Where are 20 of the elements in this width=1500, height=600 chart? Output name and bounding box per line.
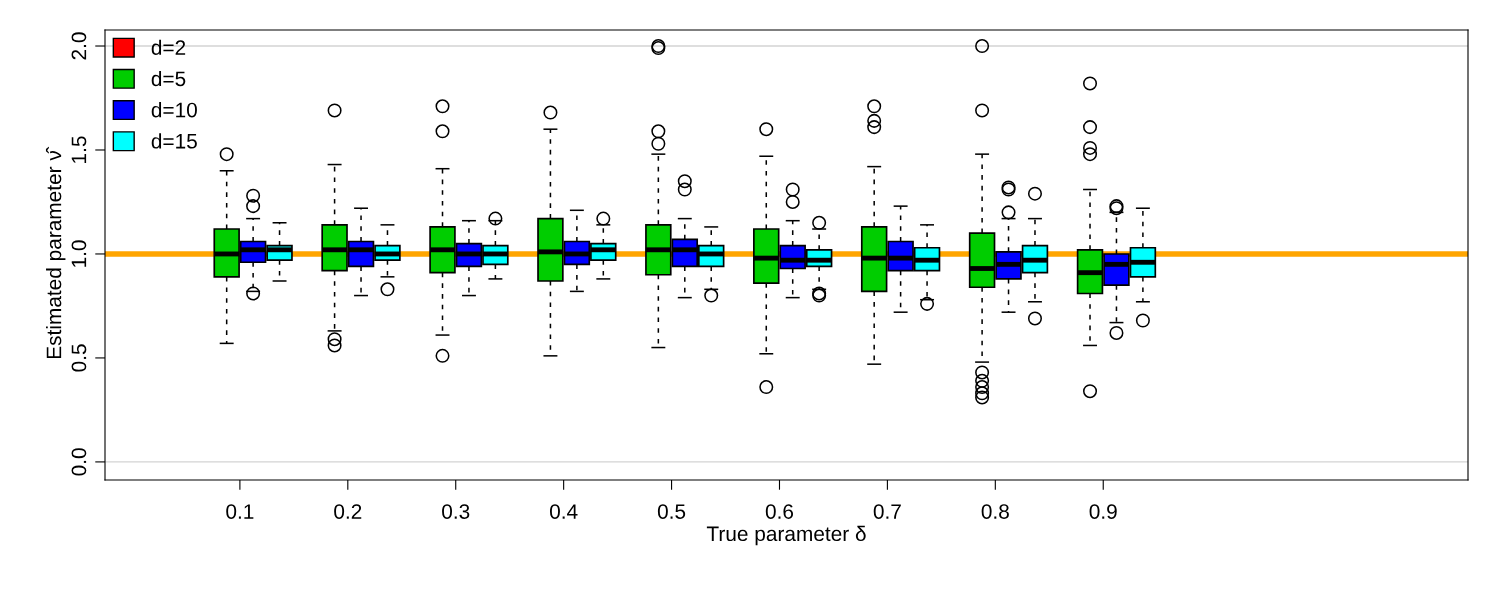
x-tick-label: 0.3 [442,504,470,519]
x-axis-title: True parameter δ [706,525,866,546]
y-tick-label: 1.0 [71,240,87,267]
x-tick-label: 0.6 [765,504,794,519]
legend-label: d=2 [151,39,186,55]
y-tick-label: 0.0 [71,448,87,476]
legend-label: d=5 [151,70,186,87]
x-tick-label: 0.2 [334,504,362,519]
y-tick-label: 1.5 [71,136,87,163]
y-axis-title: Estimated parameter ν̂ [45,146,66,359]
y-tick-label: 0.5 [71,344,87,372]
x-tick-label: 0.5 [657,504,686,519]
x-tick-label: 0.1 [226,504,254,519]
x-tick-label: 0.4 [549,504,578,519]
x-tick-label: 0.8 [981,504,1009,519]
legend-label: d=15 [151,133,197,149]
y-tick-label: 2.0 [71,32,87,60]
x-tick-label: 0.9 [1089,504,1117,519]
legend-label: d=10 [151,102,197,118]
x-tick-label: 0.7 [873,504,901,519]
